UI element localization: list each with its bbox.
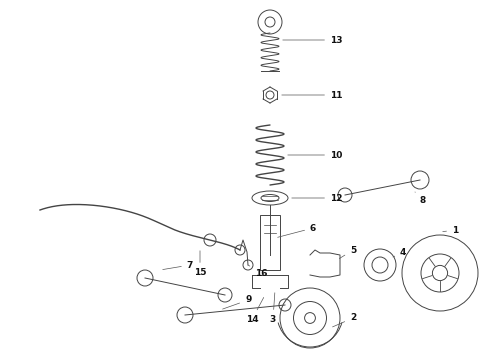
Text: 14: 14	[245, 297, 264, 324]
Text: 9: 9	[222, 296, 251, 309]
Text: 6: 6	[278, 224, 316, 237]
Text: 1: 1	[443, 225, 458, 234]
Text: 15: 15	[194, 251, 206, 277]
Text: 4: 4	[393, 248, 406, 257]
Text: 11: 11	[282, 90, 343, 99]
Text: 12: 12	[292, 194, 343, 202]
Text: 5: 5	[340, 246, 356, 258]
Text: 3: 3	[270, 293, 276, 324]
Text: 2: 2	[333, 314, 356, 327]
Text: 7: 7	[163, 261, 193, 270]
Text: 16: 16	[248, 265, 268, 278]
Text: 13: 13	[283, 36, 343, 45]
Text: 8: 8	[415, 192, 426, 204]
Text: 10: 10	[288, 150, 343, 159]
